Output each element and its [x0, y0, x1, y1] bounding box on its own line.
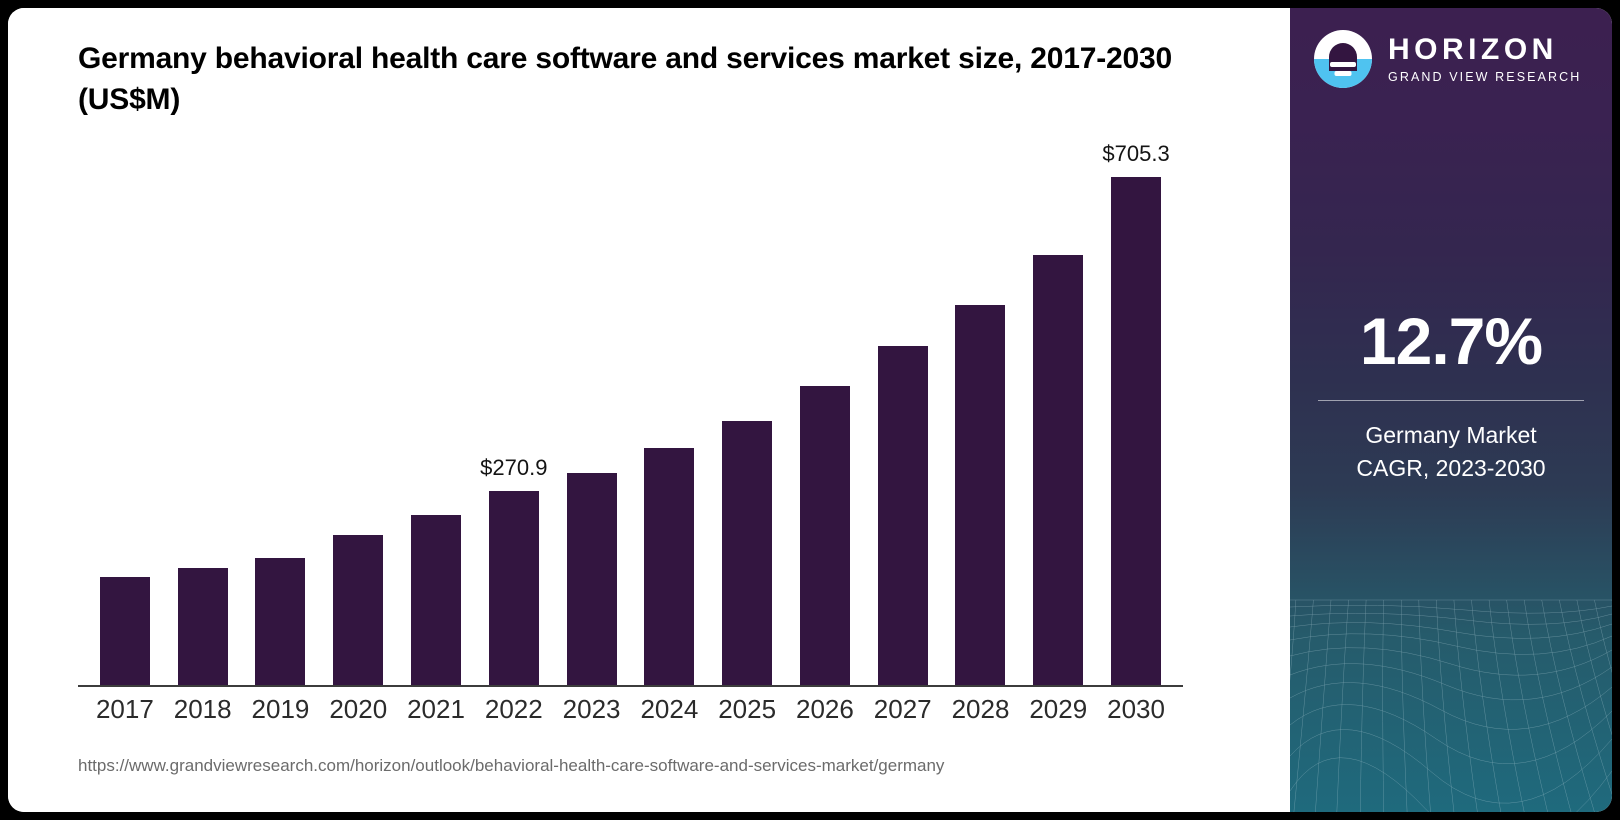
cagr-value: 12.7%: [1359, 304, 1543, 378]
x-tick-2029: 2029: [1029, 694, 1088, 724]
x-tick-2024: 2024: [640, 694, 699, 724]
page-title: Germany behavioral health care software …: [78, 42, 1172, 117]
brand-name: HORIZON: [1388, 33, 1558, 67]
cagr-callout: 12.7% Germany Market CAGR, 2023-2030: [1290, 308, 1612, 486]
bar-slot: [1019, 138, 1097, 686]
bar-value-label: $705.3: [1102, 141, 1170, 166]
cagr-caption-line2: CAGR, 2023-2030: [1356, 455, 1546, 482]
x-tick-2021: 2021: [407, 694, 465, 724]
bar-slot: [242, 138, 320, 686]
bar-2024[interactable]: [644, 448, 695, 686]
bar-2021[interactable]: [411, 515, 462, 686]
x-tick-2022: 2022: [484, 694, 543, 724]
bar-slot: [319, 138, 397, 686]
cagr-caption-line1: Germany Market: [1365, 422, 1537, 448]
x-tick-2020: 2020: [329, 694, 388, 724]
x-tick-2019: 2019: [251, 694, 310, 724]
bar-slot: $705.3: [1097, 138, 1175, 686]
x-tick-2018: 2018: [173, 694, 232, 724]
bar-chart-plot-area: $270.9 $705.3: [78, 138, 1183, 686]
bar-2027[interactable]: [877, 346, 928, 686]
bar-2028[interactable]: [955, 305, 1006, 686]
source-url[interactable]: https://www.grandviewresearch.com/horizo…: [78, 756, 945, 775]
x-tick-2028: 2028: [951, 694, 1010, 724]
cagr-divider: [1318, 400, 1584, 401]
bar-slot: [553, 138, 631, 686]
bar-2018[interactable]: [177, 568, 228, 686]
mesh-grid-decoration: [1290, 599, 1612, 812]
bar-2023[interactable]: [566, 473, 617, 686]
x-tick-2027: 2027: [873, 694, 932, 724]
bar-2017[interactable]: [99, 577, 150, 686]
logo-bar-lower: [1334, 70, 1352, 76]
bar-slot: $270.9: [475, 138, 553, 686]
bar-slot: [630, 138, 708, 686]
bar-2029[interactable]: [1033, 255, 1084, 686]
bar-2020[interactable]: [333, 535, 384, 686]
bar-slot: [786, 138, 864, 686]
brand-subtitle: GRAND VIEW RESEARCH: [1388, 69, 1582, 84]
horizon-logo-icon: [1314, 30, 1372, 88]
bar-2022[interactable]: [488, 491, 539, 686]
bar-slot: [397, 138, 475, 686]
chart-panel: Germany behavioral health care software …: [8, 8, 1290, 812]
brand-wordmark: HORIZON GRAND VIEW RESEARCH: [1388, 34, 1581, 84]
brand-logo: HORIZON GRAND VIEW RESEARCH: [1314, 30, 1581, 88]
bar-2025[interactable]: [722, 421, 773, 686]
x-tick-2017: 2017: [95, 694, 154, 724]
x-tick-2026: 2026: [796, 694, 854, 724]
x-tick-2023: 2023: [562, 694, 621, 724]
bar-value-label: $270.9: [480, 455, 548, 480]
report-card: Germany behavioral health care software …: [8, 8, 1612, 812]
bar-2026[interactable]: [799, 386, 850, 686]
bar-slot: [864, 138, 942, 686]
bar-2019[interactable]: [255, 558, 306, 686]
bar-slot: [942, 138, 1020, 686]
x-axis-line: [78, 685, 1183, 687]
bar-slot: [708, 138, 786, 686]
x-tick-2025: 2025: [718, 694, 777, 724]
brand-panel: HORIZON GRAND VIEW RESEARCH 12.7% German…: [1290, 8, 1612, 812]
bar-series: $270.9 $705.3: [78, 138, 1183, 686]
bar-slot: [86, 138, 164, 686]
x-tick-2030: 2030: [1107, 694, 1165, 724]
bar-slot: [164, 138, 242, 686]
x-axis-tick-labels: 2017 2018 2019 2020 2021 2022 2023 2024 2025 2026…: [78, 694, 1183, 725]
logo-bar-upper: [1330, 62, 1356, 68]
bar-2030[interactable]: [1111, 177, 1162, 686]
